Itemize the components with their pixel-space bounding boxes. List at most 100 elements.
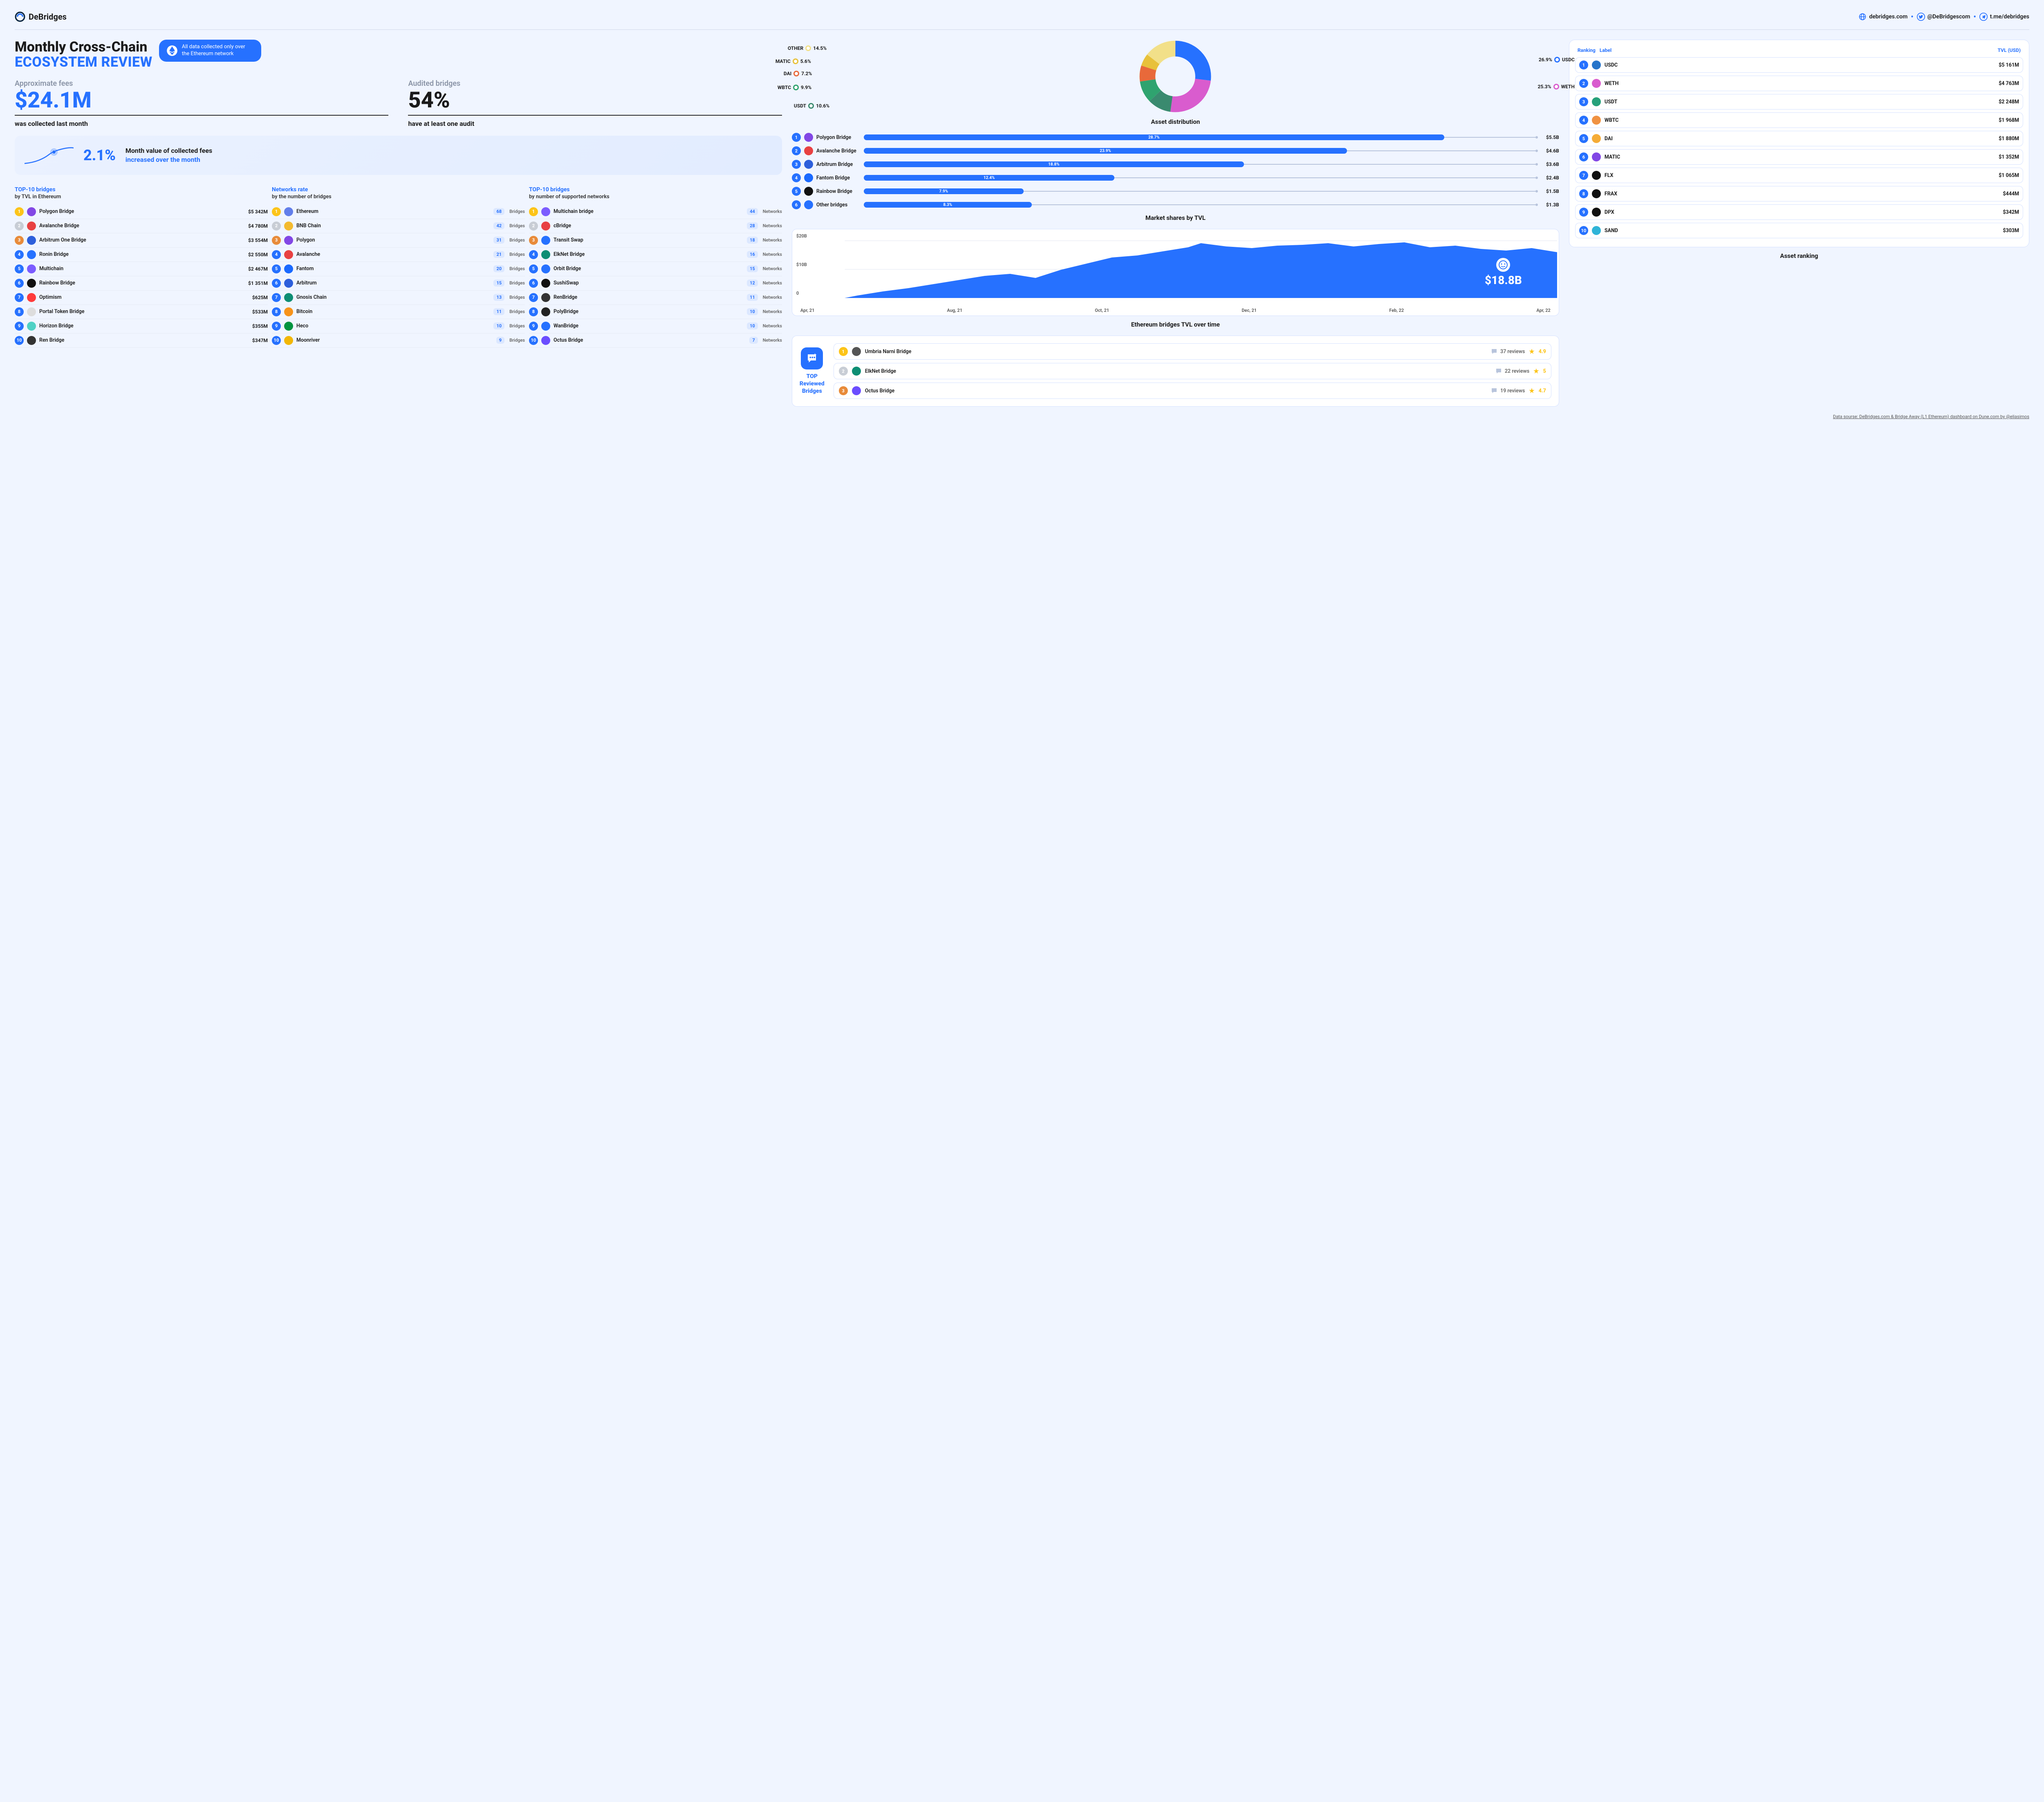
list-item: 2cBridge28Networks: [529, 219, 782, 233]
page-title-line1: Monthly Cross-Chain: [15, 40, 152, 55]
list-item: 1Multichain bridge44Networks: [529, 205, 782, 219]
list-item: 9Heco10Bridges: [272, 319, 525, 334]
list-subtitle: by the number of bridges: [272, 194, 525, 200]
reviews-title: TOPReviewedBridges: [800, 373, 825, 395]
asset-ranking-row: 1USDC$5 161M: [1575, 57, 2023, 73]
list-item: 4ElkNet Bridge16Networks: [529, 248, 782, 262]
list-item: 6SushiSwap12Networks: [529, 276, 782, 291]
fees-subtext: was collected last month: [15, 120, 388, 128]
market-share-row: 5Rainbow Bridge7.9%$1.5B: [792, 187, 1559, 196]
list-title: TOP-10 bridges: [529, 186, 782, 193]
list-item: 4Avalanche21Bridges: [272, 248, 525, 262]
fees-value: $24.1M: [15, 90, 388, 112]
ar-header-label: Label: [1600, 47, 1998, 53]
header-links: debridges.com•@DeBridgescom•t.me/debridg…: [1858, 13, 2029, 21]
header-link[interactable]: t.me/debridges: [1979, 13, 2029, 21]
tvl-area-chart: $20B $10B 0 $18.8B Apr, 21Aug, 21Oct, 21…: [792, 229, 1559, 316]
list-subtitle: by number of supported networks: [529, 194, 782, 200]
ytick: $10B: [796, 262, 807, 267]
header-link[interactable]: @DeBridgescom: [1917, 13, 1970, 21]
list-item: 6Arbitrum15Bridges: [272, 276, 525, 291]
market-share-row: 4Fantom Bridge12.4%$2.4B: [792, 173, 1559, 182]
asset-ranking-card: Ranking Label TVL (USD) 1USDC$5 161M 2WET…: [1569, 40, 2029, 247]
ytick: $20B: [796, 233, 807, 239]
asset-ranking-row: 6MATIC$1 352M: [1575, 149, 2023, 165]
growth-text: Month value of collected feesincreased o…: [126, 146, 212, 164]
asset-distribution-chart: 26.9%USDC25.3%WETH10.6%USDT9.9%WBTC7.2%D…: [792, 40, 1559, 113]
list-item: 9WanBridge10Networks: [529, 319, 782, 334]
asset-distribution-title: Asset distribution: [792, 118, 1559, 125]
list-item: 3Arbitrum One Bridge$3 554M: [15, 233, 268, 248]
market-share-row: 1Polygon Bridge28.7%$5.5B: [792, 133, 1559, 142]
asset-ranking-row: 2WETH$4 763M: [1575, 76, 2023, 91]
list-item: 5Orbit Bridge15Networks: [529, 262, 782, 276]
list-item: 10Ren Bridge$347M: [15, 334, 268, 348]
list-item: 8Bitcoin11Bridges: [272, 305, 525, 319]
asset-ranking-row: 10SAND$303M: [1575, 223, 2023, 238]
audited-value: 54%: [408, 90, 782, 112]
ytick: 0: [796, 291, 799, 296]
tvl-badge: $18.8B: [1485, 258, 1522, 287]
list-item: 10Octus Bridge7Networks: [529, 334, 782, 348]
eth-badge-text: All data collected only over the Ethereu…: [182, 44, 254, 58]
asset-ranking-row: 4WBTC$1 968M: [1575, 112, 2023, 128]
market-share-row: 2Avalanche Bridge23.9%$4.6B: [792, 146, 1559, 155]
brand-name: DeBridges: [29, 12, 67, 22]
top-reviewed-card: TOPReviewedBridges 1Umbria Narni Bridge3…: [792, 336, 1559, 407]
header: DeBridges debridges.com•@DeBridgescom•t.…: [15, 11, 2029, 30]
header-link[interactable]: debridges.com: [1858, 13, 1907, 21]
reviews-icon: [801, 347, 823, 369]
review-row: 2ElkNet Bridge22 reviews★5: [834, 363, 1551, 379]
list-item: 5Fantom20Bridges: [272, 262, 525, 276]
list-item: 2BNB Chain42Bridges: [272, 219, 525, 233]
list-item: 3Polygon31Bridges: [272, 233, 525, 248]
asset-ranking-row: 5DAI$1 880M: [1575, 131, 2023, 146]
growth-sparkline: [25, 143, 74, 168]
tvl-chart-title: Ethereum bridges TVL over time: [792, 321, 1559, 328]
list-title: TOP-10 bridges: [15, 186, 268, 193]
fees-label: Approximate fees: [15, 79, 388, 88]
list-item: 6Rainbow Bridge$1 351M: [15, 276, 268, 291]
list-item: 10Moonriver9Bridges: [272, 334, 525, 348]
list-subtitle: by TVL in Ethereum: [15, 194, 268, 200]
growth-card: 2.1% Month value of collected feesincrea…: [15, 136, 782, 175]
market-shares-list: 1Polygon Bridge28.7%$5.5B 2Avalanche Brid…: [792, 133, 1559, 209]
ethereum-icon: [166, 45, 178, 56]
asset-ranking-row: 3USDT$2 248M: [1575, 94, 2023, 110]
market-shares-title: Market shares by TVL: [792, 214, 1559, 222]
list-item: 7Optimism$625M: [15, 291, 268, 305]
review-row: 1Umbria Narni Bridge37 reviews★4.9: [834, 343, 1551, 360]
list-item: 7RenBridge11Networks: [529, 291, 782, 305]
market-share-row: 3Arbitrum Bridge18.8%$3.6B: [792, 160, 1559, 169]
footer-source: Data sourse: DeBridges.com & Bridge Away…: [15, 414, 2029, 419]
asset-ranking-row: 7FLX$1 065M: [1575, 168, 2023, 183]
list-item: 8PolyBridge10Networks: [529, 305, 782, 319]
review-row: 3Octus Bridge19 reviews★4.7: [834, 383, 1551, 399]
asset-ranking-title: Asset ranking: [1569, 252, 2029, 260]
ar-header-tvl: TVL (USD): [1998, 47, 2021, 53]
asset-ranking-row: 9DPX$342M: [1575, 204, 2023, 220]
asset-ranking-row: 8FRAX$444M: [1575, 186, 2023, 201]
list-item: 3Transit Swap18Networks: [529, 233, 782, 248]
right-column: Ranking Label TVL (USD) 1USDC$5 161M 2WET…: [1569, 40, 2029, 267]
audited-label: Audited bridges: [408, 79, 782, 88]
list-item: 4Ronin Bridge$2 550M: [15, 248, 268, 262]
left-column: Monthly Cross-Chain ECOSYSTEM REVIEW All…: [15, 40, 782, 348]
list-item: 5Multichain$2 467M: [15, 262, 268, 276]
audited-subtext: have at least one audit: [408, 120, 782, 128]
ar-header-rank: Ranking: [1578, 47, 1600, 53]
page-title-line2: ECOSYSTEM REVIEW: [15, 55, 152, 70]
list-item: 2Avalanche Bridge$4 780M: [15, 219, 268, 233]
logo-icon: [15, 11, 25, 22]
market-share-row: 6Other bridges8.3%$1.3B: [792, 200, 1559, 209]
eth-network-badge: All data collected only over the Ethereu…: [159, 40, 261, 62]
list-item: 1Polygon Bridge$5 342M: [15, 205, 268, 219]
list-title: Networks rate: [272, 186, 525, 193]
middle-column: 26.9%USDC25.3%WETH10.6%USDT9.9%WBTC7.2%D…: [792, 40, 1559, 407]
list-item: 9Horizon Bridge$355M: [15, 319, 268, 334]
list-item: 1Ethereum68Bridges: [272, 205, 525, 219]
list-item: 7Gnosis Chain13Bridges: [272, 291, 525, 305]
list-item: 8Portal Token Bridge$533M: [15, 305, 268, 319]
logo: DeBridges: [15, 11, 67, 22]
growth-percent: 2.1%: [83, 147, 116, 164]
